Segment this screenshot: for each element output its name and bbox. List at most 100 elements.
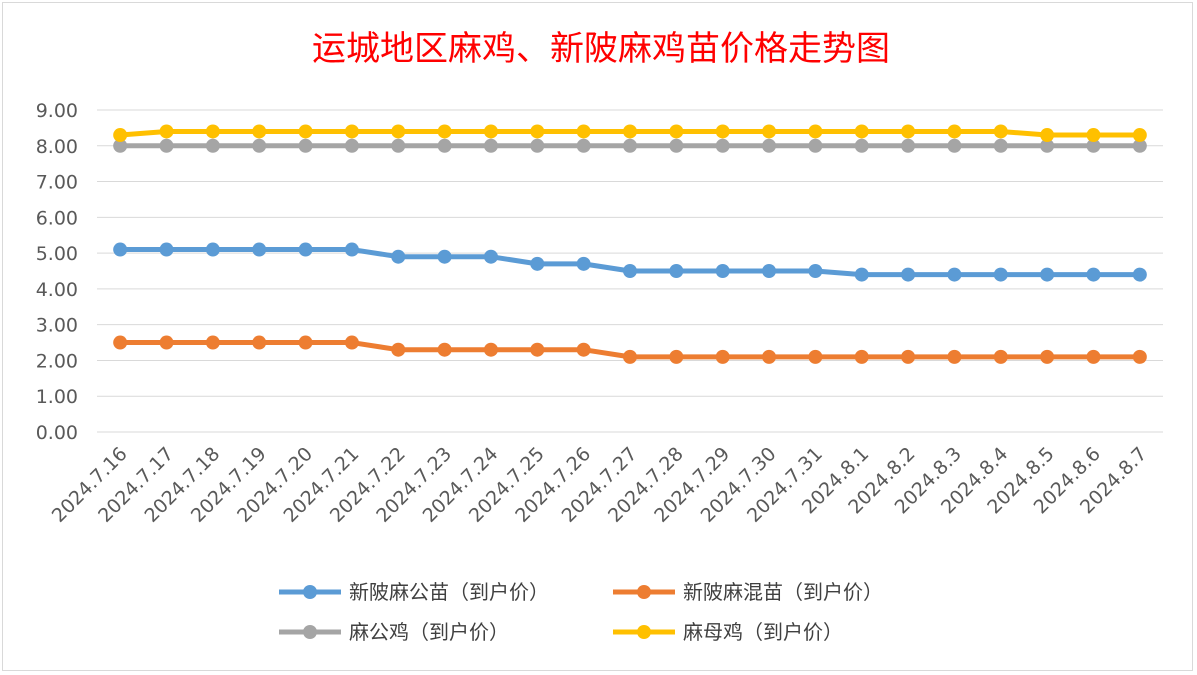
data-point [1086, 138, 1101, 153]
data-point [298, 124, 313, 139]
legend-marker [303, 625, 317, 639]
data-point [993, 138, 1008, 153]
data-point [113, 138, 128, 153]
data-point [252, 124, 267, 139]
data-point [669, 124, 684, 139]
data-point [252, 242, 267, 257]
y-tick-label: 7.00 [36, 172, 78, 194]
data-point [576, 342, 591, 357]
y-tick-label: 0.00 [36, 422, 78, 444]
data-point [1132, 349, 1147, 364]
data-point [1086, 128, 1101, 143]
legend-label: 麻公鸡（到户价） [349, 620, 509, 644]
data-point [483, 342, 498, 357]
y-tick-label: 3.00 [36, 315, 78, 337]
data-point [437, 138, 452, 153]
legend-item: 麻母鸡（到户价） [613, 620, 843, 644]
data-point [669, 349, 684, 364]
y-tick-label: 4.00 [36, 279, 78, 301]
legend: 新陂麻公苗（到户价） 新陂麻混苗（到户价） 麻公鸡（到户价） 麻母鸡（到户价） [279, 580, 883, 644]
data-point [205, 124, 220, 139]
data-point [762, 349, 777, 364]
line-chart: 运城地区麻鸡、新陂麻鸡苗价格走势图 0.00 1.00 2.00 3.00 4.00 5.… [36, 29, 1163, 644]
data-point [391, 342, 406, 357]
data-point [1086, 267, 1101, 282]
data-point [298, 138, 313, 153]
data-point [391, 249, 406, 264]
data-point [205, 335, 220, 350]
y-tick-label: 6.00 [36, 207, 78, 229]
data-point [530, 138, 545, 153]
data-point [947, 124, 962, 139]
data-point [947, 267, 962, 282]
series-3 [113, 124, 1147, 143]
data-point [483, 138, 498, 153]
y-tick-label: 8.00 [36, 136, 78, 158]
data-point [623, 264, 637, 278]
y-axis-ticks: 0.00 1.00 2.00 3.00 4.00 5.00 6.00 7.00 8.00 9.00 [36, 100, 78, 444]
data-point [391, 138, 406, 153]
data-point [1132, 128, 1147, 143]
data-point [576, 124, 591, 139]
data-point [854, 349, 869, 364]
data-point [159, 124, 174, 139]
data-point [762, 264, 777, 278]
legend-marker [303, 585, 317, 599]
data-point [669, 264, 684, 278]
data-point [344, 138, 359, 153]
y-tick-label: 9.00 [36, 100, 78, 122]
data-point [205, 138, 220, 153]
data-point [715, 349, 730, 364]
y-tick-label: 1.00 [36, 386, 78, 408]
data-point [344, 124, 359, 139]
data-point [205, 242, 220, 257]
data-point [993, 267, 1008, 282]
data-point [901, 349, 916, 364]
series-2 [113, 138, 1147, 153]
data-point [1040, 128, 1055, 143]
x-axis-ticks: 2024.7.162024.7.172024.7.182024.7.192024… [48, 443, 1152, 527]
data-point [159, 138, 174, 153]
data-point [1132, 267, 1147, 282]
legend-label: 新陂麻公苗（到户价） [349, 580, 549, 604]
data-point [808, 349, 823, 364]
data-point [715, 124, 730, 139]
data-point [993, 349, 1008, 364]
data-point [113, 242, 128, 257]
data-point [947, 138, 962, 153]
data-point [854, 138, 869, 153]
data-point [762, 138, 777, 153]
legend-item: 麻公鸡（到户价） [279, 620, 509, 644]
data-point [854, 267, 869, 282]
data-point [437, 249, 452, 264]
legend-marker [637, 585, 651, 599]
data-point [901, 267, 916, 282]
data-point [344, 242, 359, 257]
data-point [1040, 138, 1055, 153]
data-point [1040, 349, 1055, 364]
data-point [159, 335, 174, 350]
data-point [623, 124, 637, 139]
data-point [808, 138, 823, 153]
data-point [576, 256, 591, 271]
y-tick-label: 5.00 [36, 243, 78, 265]
legend-marker [637, 625, 651, 639]
data-point [623, 349, 637, 364]
data-point [715, 264, 730, 278]
series-0 [113, 242, 1147, 282]
data-point [1040, 267, 1055, 282]
legend-label: 麻母鸡（到户价） [683, 620, 843, 644]
series-lines [113, 124, 1147, 364]
data-point [298, 335, 313, 350]
data-point [344, 335, 359, 350]
data-point [159, 242, 174, 257]
data-point [808, 264, 823, 278]
data-point [252, 335, 267, 350]
data-point [252, 138, 267, 153]
data-point [901, 124, 916, 139]
data-point [530, 124, 545, 139]
data-point [762, 124, 777, 139]
legend-item: 新陂麻混苗（到户价） [613, 580, 883, 604]
data-point [483, 124, 498, 139]
